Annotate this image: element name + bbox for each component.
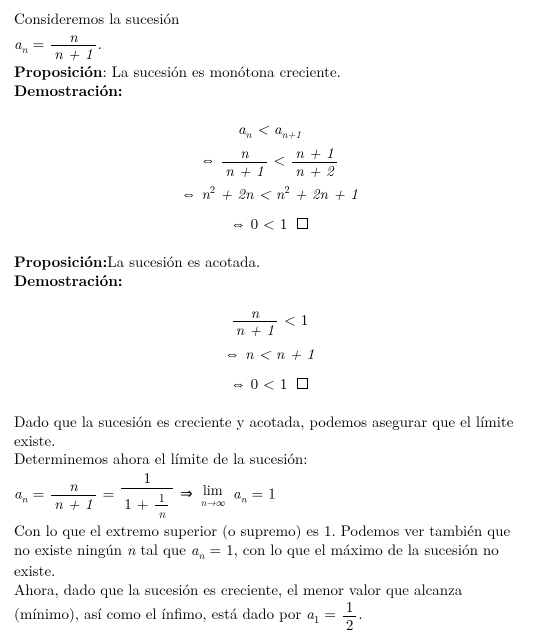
- sequence-definition: an = nn + 1.: [14, 29, 525, 63]
- t: n + 2: [292, 163, 336, 180]
- t: < 1: [279, 309, 308, 330]
- t: 1 +: [124, 492, 153, 513]
- t: 1: [121, 469, 173, 489]
- t: + 2n + 1: [290, 183, 358, 204]
- minimum-text: Ahora, dado que la sucesión es creciente…: [14, 581, 525, 634]
- t: =: [28, 483, 50, 504]
- t: n+1: [282, 127, 301, 142]
- t: ⇔ 0 < 1: [231, 373, 288, 394]
- t: n + 1: [233, 322, 277, 339]
- frac: nn + 1: [233, 305, 277, 339]
- t: n→∞: [201, 498, 225, 508]
- eq-line-3: ⇔ 0 < 1: [14, 369, 525, 399]
- t: n + 1: [222, 163, 266, 180]
- t: a: [14, 483, 22, 504]
- t: n + 1: [51, 496, 95, 513]
- eq-line-1: nn + 1 < 1: [14, 305, 525, 339]
- limit-computation: an = nn + 1 = 11 + 1n ⇒ limn→∞ an = 1: [14, 469, 525, 522]
- t: = 1: [247, 483, 276, 504]
- t: <: [269, 149, 291, 170]
- t: 1: [343, 599, 357, 617]
- prop-label: Proposición: [14, 61, 102, 82]
- t: a: [306, 603, 314, 624]
- t: a: [238, 118, 246, 139]
- intro-text: Consideremos la sucesión: [14, 10, 525, 29]
- t: + 2n < n: [215, 183, 284, 204]
- t: a: [191, 539, 199, 560]
- eq-line-3: ⇔ n2 + 2n < n2 + 2n + 1: [14, 179, 525, 209]
- conclusion-1: Dado que la sucesión es creciente y acot…: [14, 413, 525, 451]
- t: ⇒: [175, 483, 198, 504]
- eq-line-1: an < an+1: [14, 114, 525, 145]
- eq-line-2: ⇔ n < n + 1: [14, 339, 525, 369]
- equals: =: [28, 33, 50, 54]
- supremum-text: Con lo que el extremo superior (o suprem…: [14, 522, 525, 581]
- frac: n + 1n + 2: [292, 145, 336, 179]
- t: .: [358, 603, 362, 624]
- t: =: [98, 483, 120, 504]
- frac: nn + 1: [51, 478, 95, 512]
- limit-operator: limn→∞: [201, 483, 225, 507]
- t: a: [228, 483, 241, 504]
- proof-2: nn + 1 < 1 ⇔ n < n + 1 ⇔ 0 < 1: [14, 305, 525, 399]
- t: < a: [252, 118, 282, 139]
- frac: 11 + 1n: [121, 469, 173, 522]
- t: n: [155, 506, 168, 521]
- t: =: [319, 603, 341, 624]
- determine-text: Determinemos ahora el límite de la suces…: [14, 450, 525, 469]
- demo-label-2: Demostración:: [14, 272, 525, 291]
- t: ⇔ 0 < 1: [231, 213, 288, 234]
- period: .: [98, 33, 102, 54]
- demo-label-1: Demostración:: [14, 82, 525, 101]
- eq-line-4: ⇔ 0 < 1: [14, 209, 525, 239]
- t: 2: [343, 617, 357, 634]
- t: ⇔ n: [181, 183, 210, 204]
- t: 1 + 1n: [121, 489, 173, 522]
- frac: nn + 1: [222, 145, 266, 179]
- fraction: nn + 1: [51, 29, 95, 63]
- t: tal que: [135, 539, 190, 560]
- var-a: a: [14, 33, 22, 54]
- qed-box: [297, 378, 308, 389]
- inner-frac: 1n: [155, 490, 168, 521]
- prop-text: La sucesión es acotada.: [107, 251, 260, 272]
- t: Ahora, dado que la sucesión es creciente…: [14, 579, 462, 625]
- proposition-1: Proposición: La sucesión es monótona cre…: [14, 63, 525, 82]
- proof-1: an < an+1 ⇔ nn + 1 < n + 1n + 2 ⇔ n2 + 2…: [14, 114, 525, 239]
- t: 1: [155, 490, 168, 506]
- frac: 12: [343, 599, 357, 633]
- prop-text: : La sucesión es monótona creciente.: [102, 61, 340, 82]
- t: ⇔: [200, 149, 220, 170]
- eq-line-2: ⇔ nn + 1 < n + 1n + 2: [14, 145, 525, 179]
- qed-box: [297, 218, 308, 229]
